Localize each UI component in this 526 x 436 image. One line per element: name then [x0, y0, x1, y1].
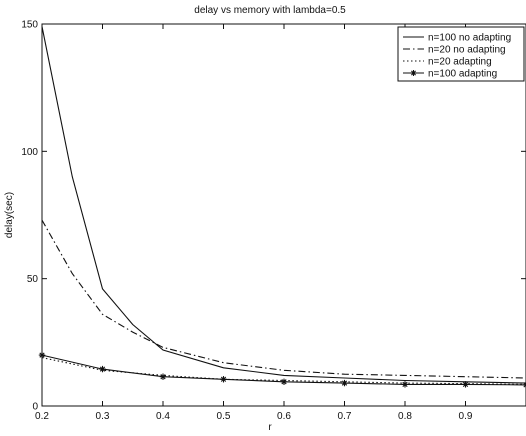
x-tick-label: 0.7 [338, 411, 352, 422]
legend-box [397, 26, 525, 82]
x-tick-label: 0.5 [217, 411, 231, 422]
legend-item: n=20 no adapting [403, 45, 506, 56]
star-marker [462, 381, 469, 388]
star-marker [341, 379, 348, 387]
series-line [41, 26, 526, 384]
star-marker [410, 70, 417, 76]
x-tick-label: 0.8 [398, 411, 412, 422]
series-1 [41, 26, 526, 384]
x-tick-label: 0.9 [459, 411, 473, 422]
chart-title: delay vs memory with lambda=0.5 [194, 5, 346, 16]
legend-item: n=100 no adapting [403, 33, 511, 44]
star-marker [159, 373, 167, 380]
legend-item: n=20 adapting [403, 57, 492, 68]
legend-label: n=100 no adapting [428, 33, 511, 44]
y-tick-label: 150 [21, 20, 38, 31]
legend-label: n=20 adapting [428, 57, 492, 68]
y-axis-label: delay(sec) [4, 192, 15, 238]
series-4 [38, 351, 526, 389]
x-tick-label: 0.2 [35, 411, 49, 422]
series-2 [41, 219, 526, 379]
x-axis-label: r [268, 422, 272, 433]
series-line [41, 219, 526, 379]
star-marker [99, 365, 106, 373]
star-marker [401, 381, 409, 388]
legend-item: n=100 adapting [403, 69, 497, 80]
x-tick-label: 0.4 [156, 411, 170, 422]
series-layer [38, 26, 526, 389]
y-tick-label: 50 [27, 274, 39, 285]
star-marker [522, 381, 526, 389]
legend-label: n=100 adapting [428, 69, 497, 80]
y-axis-ticks: 0 50 100 150 [21, 20, 526, 413]
x-axis-ticks: 0.2 0.3 0.4 0.5 0.6 0.7 0.8 0.9 [35, 24, 473, 422]
series-3 [41, 357, 526, 385]
legend-label: n=20 no adapting [428, 45, 506, 56]
star-marker [280, 378, 288, 386]
star-marker [38, 351, 46, 359]
y-tick-label: 0 [32, 402, 38, 413]
star-marker [220, 376, 227, 383]
y-tick-label: 100 [21, 147, 38, 158]
x-tick-label: 0.3 [96, 411, 110, 422]
x-tick-label: 0.6 [277, 411, 291, 422]
series-line [41, 357, 526, 385]
